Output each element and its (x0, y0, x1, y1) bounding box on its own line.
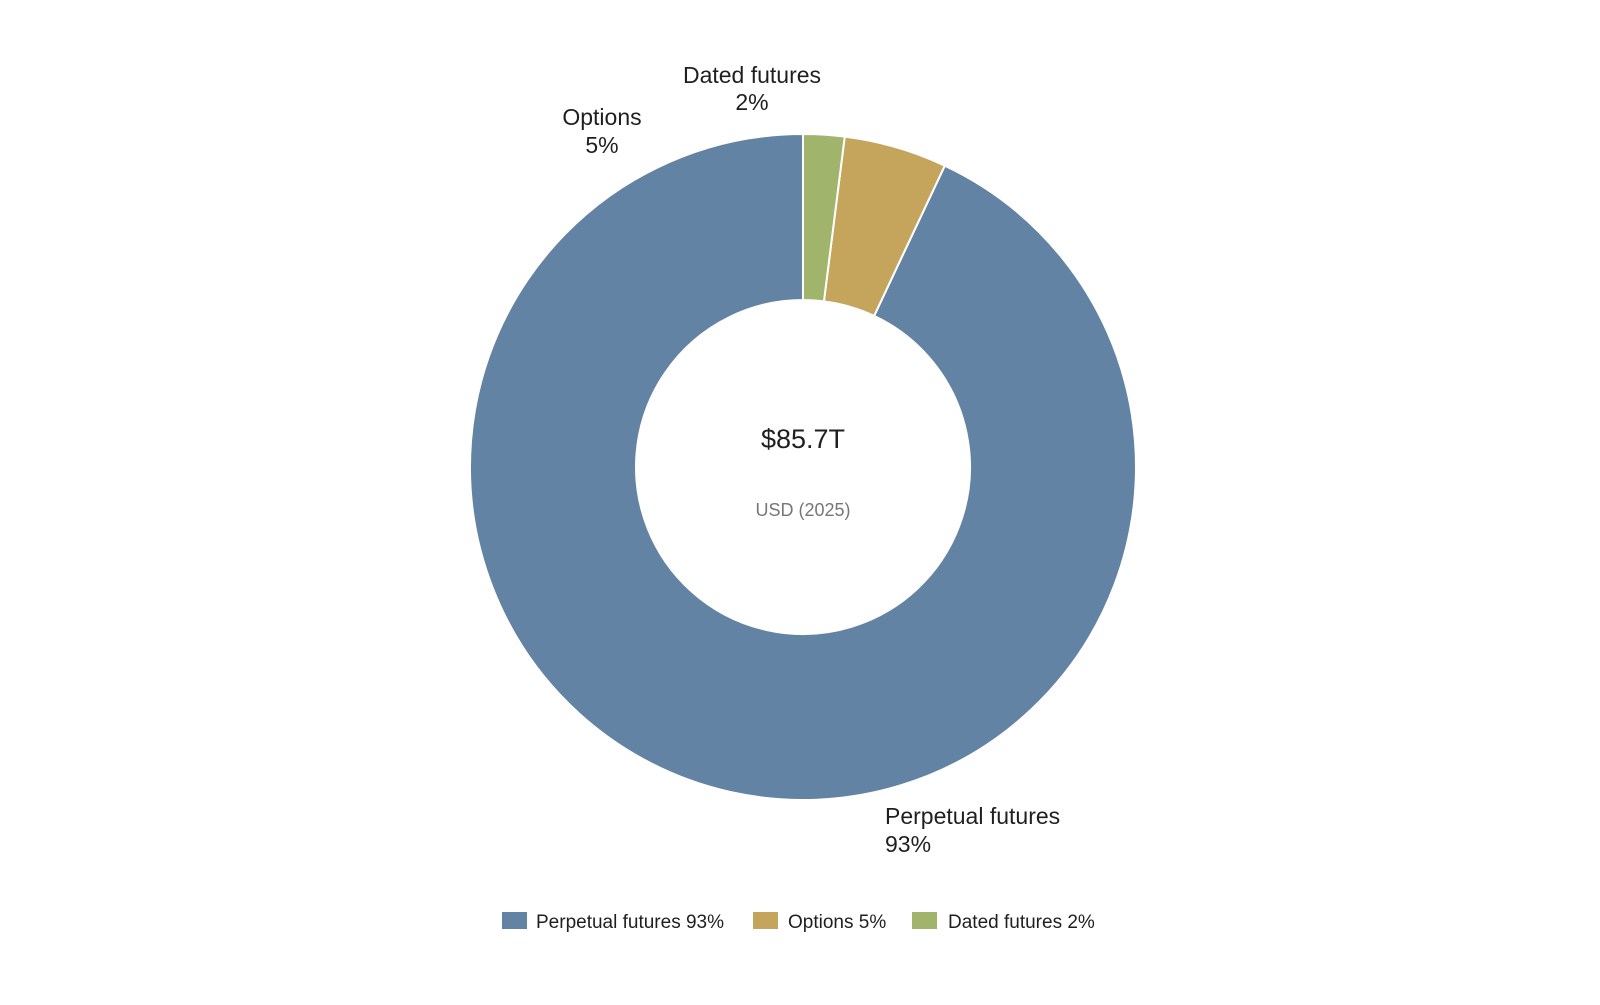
slice-label-options-name: Options (562, 104, 641, 130)
center-total-value: $85.7T (761, 424, 845, 454)
slice-labels: Perpetual futures 93% Options 5% Dated f… (562, 62, 1060, 857)
slice-label-options-value: 5% (585, 132, 618, 158)
slice-label-dated-futures-value: 2% (735, 89, 768, 115)
slice-perpetual-futures (469, 132, 1137, 801)
legend-swatch-options (753, 912, 778, 929)
legend-label-perpetual-futures: Perpetual futures 93% (536, 912, 724, 933)
legend-swatch-dated-futures (912, 912, 937, 929)
slice-dated-futures (802, 132, 846, 303)
donut-center: $85.7T USD (2025) (755, 424, 850, 520)
slices-layer (469, 132, 1137, 801)
slice-label-perpetual-futures-name: Perpetual futures (885, 803, 1060, 829)
legend-label-options: Options 5% (788, 912, 886, 933)
center-subtitle: USD (2025) (755, 500, 850, 520)
slice-label-perpetual-futures-value: 93% (885, 831, 931, 857)
slice-label-dated-futures-name: Dated futures (683, 62, 821, 88)
legend-label-dated-futures: Dated futures 2% (948, 912, 1095, 933)
legend-swatch-perpetual-futures (502, 912, 527, 929)
legend: Perpetual futures 93% Options 5% Dated f… (502, 912, 1095, 933)
